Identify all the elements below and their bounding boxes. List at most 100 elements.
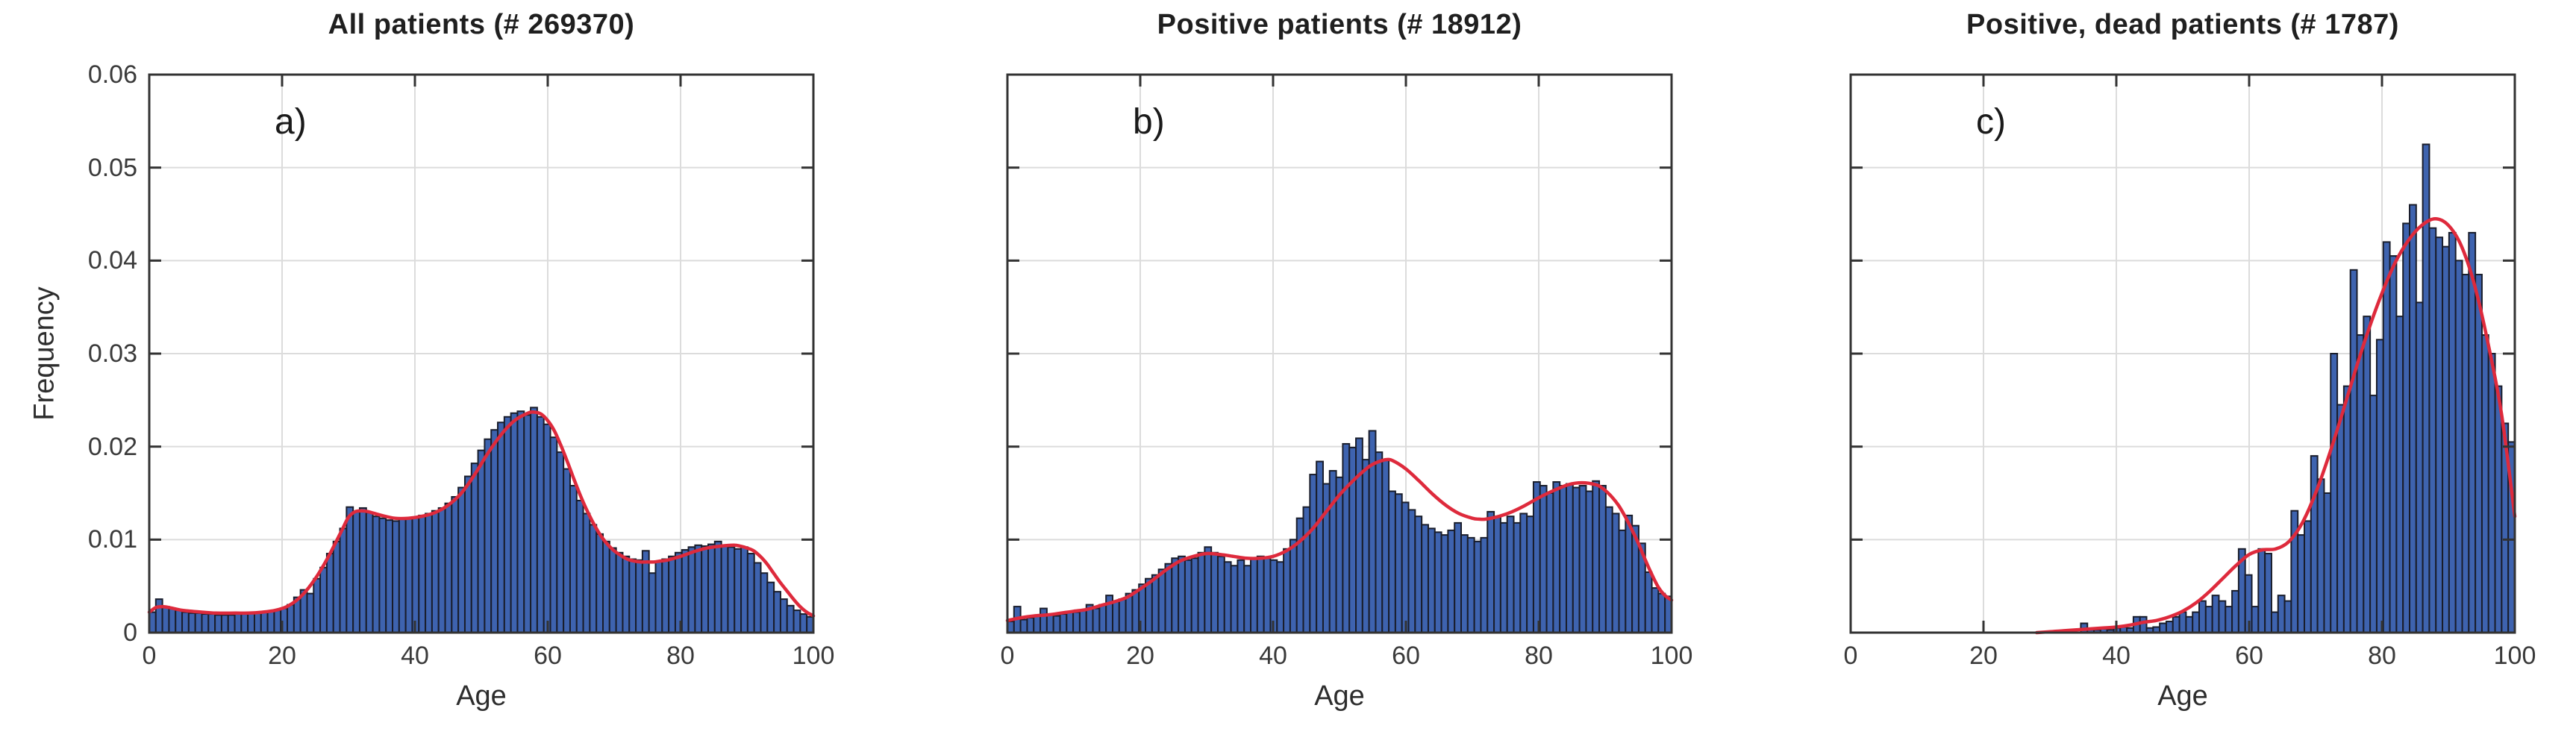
y-tick-label: 0.02 [87,432,137,461]
histogram-bar [1618,529,1627,633]
histogram-bar [746,553,755,634]
histogram-bar [1026,617,1035,633]
histogram-bar [687,546,696,633]
histogram-bar [463,475,472,633]
histogram-bar [2356,334,2365,633]
histogram-bar [1578,485,1587,634]
histogram-bar [358,507,367,634]
histogram-bar [2264,553,2272,634]
histogram-bars [149,407,814,634]
histogram-bar [2402,222,2411,634]
panel-c-letter: c) [1976,102,2006,142]
histogram-bar [503,416,512,634]
histogram-bar [1295,517,1304,633]
histogram-bar [2251,606,2260,634]
histogram-bar [332,540,341,634]
histogram-bar [701,545,710,633]
histogram-bar [1131,589,1140,634]
histogram-bar [2428,227,2437,633]
histogram-bar [1059,613,1068,634]
histogram-bar [1243,565,1252,633]
histogram-bar [720,544,729,633]
histogram-bar [2172,615,2180,633]
histogram-bar [681,549,690,633]
histogram-bar [1427,527,1436,633]
histogram-bar [273,609,282,634]
histogram-bar [2442,245,2450,633]
histogram-bar [2475,274,2483,633]
histogram-bar [1401,501,1410,633]
histogram-bar [530,407,538,633]
histogram-bar [2192,611,2201,634]
x-tick-label: 60 [2235,642,2263,670]
histogram-bar [2448,231,2457,633]
histogram-bar [1342,442,1351,633]
histogram-bar [727,546,736,633]
histogram-bar [1657,592,1666,634]
histogram-bar [2363,316,2372,633]
gridlines [149,75,813,633]
histogram-bar [1045,613,1054,634]
y-tick-label: 0.01 [87,525,137,554]
histogram-bar [1466,536,1475,634]
histogram-bar [287,604,295,633]
histogram-bar [2185,615,2194,633]
histogram-bar [214,614,222,633]
histogram-bar [1309,474,1318,633]
histogram-bar [1256,555,1265,634]
histogram-bar [240,613,249,634]
histogram-bar [220,614,229,633]
histogram-bar [556,451,565,634]
x-tick-label: 40 [1259,642,1287,670]
histogram-bar [2165,621,2174,633]
histogram-bars [2066,143,2516,634]
histogram-bar [1230,565,1239,633]
histogram-bar [1447,529,1456,633]
histogram-bar [168,607,177,634]
histogram-bar [2211,595,2220,634]
kde-curve [147,410,816,618]
histogram-bar [1407,509,1416,633]
histogram-bar [2204,606,2213,634]
histogram-bar [1204,546,1213,633]
histogram-bar [2409,204,2417,633]
y-tick-label: 0.04 [87,246,137,275]
histogram-bar [1473,540,1482,634]
histogram-bar [1289,539,1298,634]
histogram-bar [1216,555,1225,634]
tick-marks [1849,73,2516,634]
histogram-bar [1151,574,1160,634]
histogram-bar [1335,476,1344,633]
histogram-bar [779,598,788,633]
histogram-bar [2316,478,2325,633]
histogram-bar [497,421,505,633]
histogram-bar [799,613,808,634]
histogram-bar [1328,470,1337,634]
histogram-bar [2382,241,2391,633]
histogram-bar [582,513,591,633]
histogram-bar [1078,609,1087,634]
panel-c-xaxis-label: Age [2157,680,2208,712]
panel-a-title: All patients (# 269370) [328,9,635,40]
histogram-bar [1157,568,1166,633]
histogram-bar [1394,493,1403,633]
histogram-bar [187,612,196,634]
histogram-bar [2369,395,2378,633]
histogram-bar [694,544,703,633]
histogram-bar [181,611,190,634]
histogram-bar [484,438,493,633]
histogram-bar [753,562,762,633]
histogram-bar [773,591,781,634]
histogram-bar [378,517,387,633]
histogram-bar [1250,557,1258,634]
histogram-bar [2178,611,2187,634]
histogram-bar [2461,274,2470,633]
histogram-bar [1355,437,1363,633]
histogram-bar [1644,571,1653,633]
histogram-bar [1164,562,1173,633]
histogram-bar [411,516,420,633]
histogram-bar [608,547,617,633]
histogram-bar [595,533,604,633]
histogram-bar [734,548,743,633]
histogram-bar [1592,480,1601,633]
